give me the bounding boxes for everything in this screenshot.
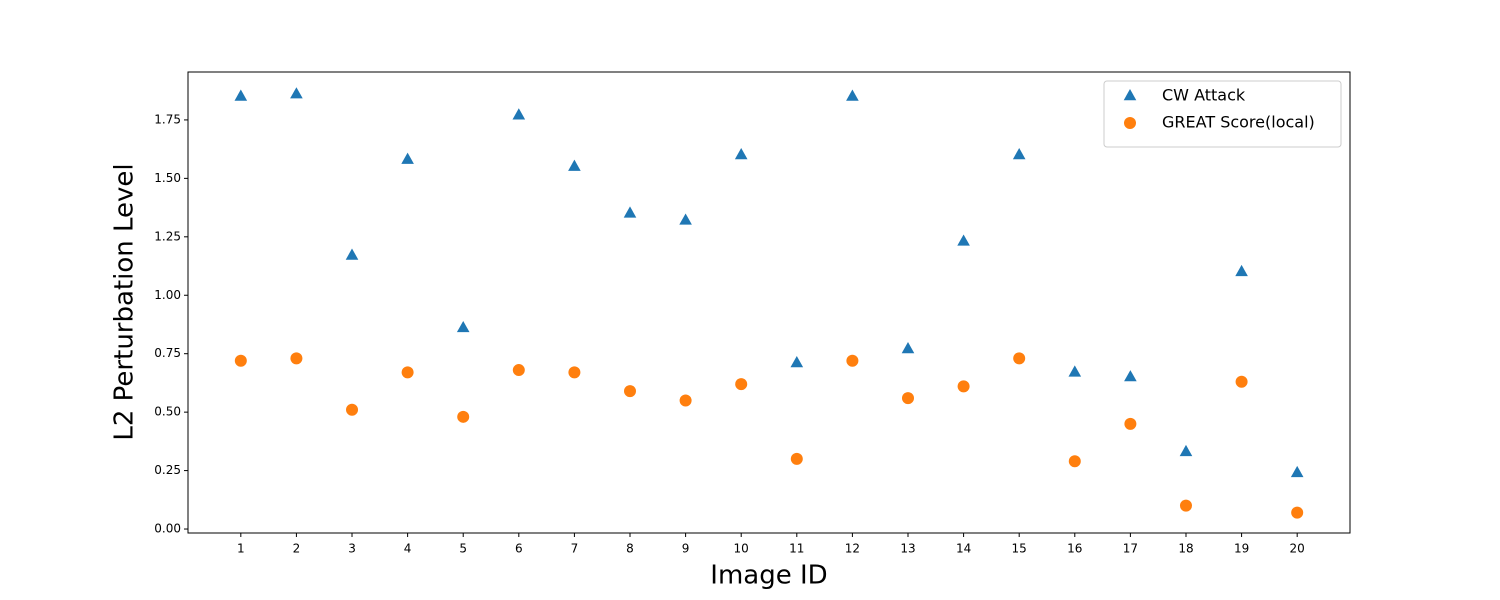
point (623, 206, 637, 218)
legend-box (1103, 80, 1342, 148)
y-tick-label: 1.00 (154, 288, 181, 302)
y-tick-label: 1.75 (154, 112, 181, 126)
point (679, 394, 692, 407)
point (290, 352, 303, 365)
point (290, 87, 303, 99)
legend-marker (1123, 89, 1137, 101)
point (401, 366, 414, 379)
point (624, 385, 637, 398)
point (846, 89, 859, 101)
point (901, 342, 915, 354)
y-tick-label: 1.25 (154, 229, 181, 243)
point (234, 89, 248, 101)
plot-frame (187, 71, 1351, 534)
x-axis-title: Image ID (710, 561, 827, 591)
point (345, 248, 359, 260)
y-tick-label: 0.00 (154, 522, 181, 536)
point (568, 159, 581, 171)
point (568, 366, 581, 379)
point (1290, 465, 1304, 478)
x-tick-label: 15 (1012, 542, 1027, 556)
point (1068, 455, 1081, 468)
x-tick-label: 9 (682, 542, 690, 556)
point (1235, 264, 1248, 277)
x-tick-label: 13 (900, 542, 915, 556)
point (790, 452, 803, 465)
point (734, 147, 748, 160)
x-tick-label: 19 (1234, 542, 1249, 556)
point (1013, 352, 1026, 365)
point (957, 234, 970, 246)
x-tick-label: 7 (571, 542, 579, 556)
x-tick-label: 18 (1178, 542, 1193, 556)
legend-label: CW Attack (1162, 86, 1246, 105)
point (1291, 506, 1304, 519)
x-tick-label: 3 (348, 542, 356, 556)
x-tick-label: 11 (789, 542, 804, 556)
point (1179, 499, 1192, 512)
x-tick-label: 4 (404, 542, 412, 556)
point (401, 152, 414, 164)
point (957, 380, 970, 393)
x-tick-label: 10 (734, 542, 749, 556)
point (1179, 444, 1193, 457)
point (1124, 417, 1137, 430)
x-tick-label: 20 (1290, 542, 1305, 556)
y-tick-label: 1.50 (154, 171, 181, 185)
y-tick-label: 0.25 (154, 463, 181, 477)
point (346, 403, 359, 416)
y-axis-title: L2 Perturbation Level (110, 163, 140, 440)
x-tick-label: 12 (845, 542, 860, 556)
y-tick-label: 0.75 (154, 346, 181, 360)
point (679, 213, 692, 225)
point (846, 354, 859, 367)
point (735, 378, 748, 391)
x-tick-label: 14 (956, 542, 971, 556)
point (901, 392, 914, 405)
point (456, 320, 470, 333)
point (1068, 365, 1082, 377)
legend-marker (1124, 117, 1136, 129)
point (457, 410, 470, 423)
point (1124, 370, 1137, 382)
x-tick-label: 1 (237, 542, 245, 556)
legend-label: GREAT Score(local) (1162, 113, 1315, 132)
point (1235, 375, 1248, 388)
x-tick-label: 16 (1067, 542, 1082, 556)
point (512, 108, 526, 120)
x-tick-label: 17 (1123, 542, 1138, 556)
point (234, 354, 247, 367)
y-tick-label: 0.50 (154, 405, 181, 419)
x-tick-label: 2 (293, 542, 301, 556)
point (790, 356, 804, 368)
point (512, 364, 525, 377)
x-tick-label: 5 (459, 542, 467, 556)
point (1012, 147, 1026, 160)
x-tick-label: 8 (626, 542, 634, 556)
x-tick-label: 6 (515, 542, 523, 556)
